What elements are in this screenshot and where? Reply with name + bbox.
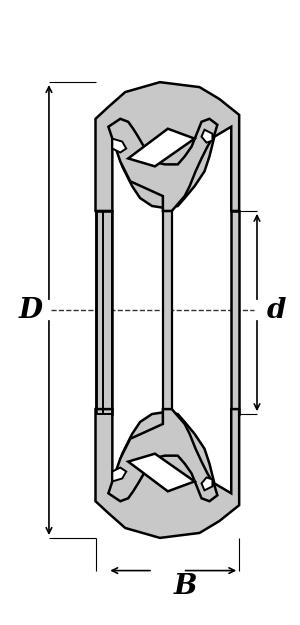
Text: D: D [19,296,43,324]
Polygon shape [95,82,239,211]
Polygon shape [128,129,195,166]
Polygon shape [112,468,126,481]
Polygon shape [95,211,112,414]
Polygon shape [112,139,126,152]
Polygon shape [95,409,239,538]
Polygon shape [108,409,218,501]
Polygon shape [128,454,195,491]
Polygon shape [108,119,218,211]
Text: B: B [174,572,197,599]
Polygon shape [202,478,212,491]
Text: d: d [267,296,286,324]
Polygon shape [231,211,239,414]
Polygon shape [163,211,172,414]
Polygon shape [202,130,212,142]
